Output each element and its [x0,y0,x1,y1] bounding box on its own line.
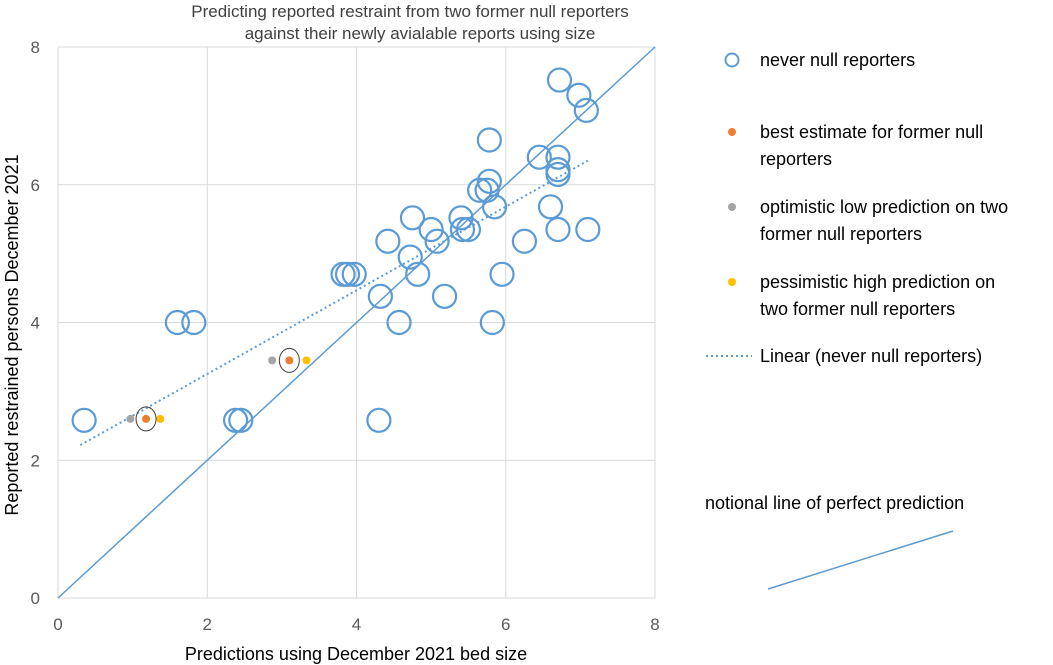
legend-symbol [728,128,736,136]
never-null-reporter-point [366,407,392,433]
never-null-reporter-point [511,228,538,254]
y-tick-label: 2 [31,451,40,470]
former-null-reporter-point [285,356,294,365]
never-null-reporter-point [367,283,393,309]
perfect-line-annotation: notional line of perfect prediction [705,493,964,590]
legend-label: never null reporters [760,50,915,70]
perfect-line-label: notional line of perfect prediction [705,493,964,513]
chart-title-line-1: Predicting reported restraint from two f… [191,2,628,21]
legend-label: Linear (never null reporters) [760,346,982,366]
never-null-reporter-point [481,194,508,220]
never-null-reporter-point [386,309,412,336]
never-null-reporter-point [334,261,361,287]
x-tick-label: 2 [203,615,212,634]
never-null-reporter-point [399,205,426,231]
never-null-reporter-point [573,97,599,123]
never-null-reporter-point [71,407,97,433]
perfect-line-sample [767,530,954,590]
legend-label: optimistic low prediction on two [760,197,1008,217]
y-tick-label: 6 [31,176,40,195]
never-null-reporter-point [537,194,564,220]
never-null-reporter-point [228,407,254,433]
never-null-reporter-point [575,216,601,243]
legend-symbol [728,203,736,211]
never-null-reporter-point [474,177,500,203]
perfect-prediction-line [57,46,656,599]
highlight-ring [278,347,300,373]
never-null-reporter-point [546,67,573,93]
never-null-reporter-point [397,244,423,270]
x-tick-label: 8 [650,615,659,634]
trendline [79,159,589,446]
never-null-reporter-point [566,82,592,108]
never-null-reporter-point [545,216,571,243]
y-axis-label: Reported restrained persons December 202… [2,154,22,515]
former-null-reporter-point [302,356,311,365]
x-axis-label: Predictions using December 2021 bed size [185,644,527,664]
legend-label: best estimate for former null [760,122,983,142]
legend-label: reporters [760,149,832,169]
legend-entry: never null reporters [724,50,915,70]
chart-title-line-2: against their newly avialable reports us… [245,24,596,43]
never-null-reporter-point [431,283,458,309]
data-points [71,67,601,433]
legend-entry: Linear (never null reporters) [706,346,982,366]
legend-entry: pessimistic high prediction on two former… [728,272,995,319]
never-null-reporter-point [181,309,207,336]
legend-symbol [728,278,736,286]
never-null-reporter-point [467,177,493,203]
never-null-reporter-point [476,127,502,153]
never-null-reporter-point [418,216,444,243]
never-null-reporter-point [449,216,476,243]
legend-label: two former null reporters [760,299,955,319]
x-tick-label: 4 [352,615,361,634]
never-null-reporter-point [341,261,367,287]
never-null-reporter-point [164,309,190,336]
never-null-reporter-point [405,261,431,287]
never-null-reporter-point [476,168,502,194]
perfect-prediction-line-segment [57,46,656,599]
never-null-reporter-point [479,309,505,336]
legend-label: pessimistic high prediction on [760,272,995,292]
x-tick-label: 0 [53,615,62,634]
never-null-reporter-point [455,216,482,243]
highlight-ring [135,406,157,432]
y-tick-label: 8 [31,38,40,57]
never-null-reporter-point [424,228,450,254]
former-null-reporter-point [126,414,135,423]
never-null-reporter-point [489,261,515,287]
former-null-reporter-point [142,414,151,423]
former-null-reporter-point [156,414,165,423]
former-null-reporter-point [268,356,277,365]
linear-trendline [79,159,589,446]
tick-labels: 0 2 4 6 8 0 2 4 6 8 [31,38,660,634]
x-tick-label: 6 [501,615,510,634]
never-null-reporter-point [526,144,552,170]
legend-entry: optimistic low prediction on two former n… [728,197,1008,244]
legend-entry: best estimate for former null reporters [728,122,983,169]
y-tick-label: 0 [31,589,40,608]
y-tick-label: 4 [31,314,40,333]
never-null-reporter-point [545,144,571,170]
legend-label: former null reporters [760,224,922,244]
never-null-reporter-point [545,161,571,188]
legend-symbol [724,52,740,68]
never-null-reporter-point [223,407,249,433]
never-null-reporter-point [375,228,401,254]
legend: never null reporters best estimate for fo… [706,50,1008,366]
